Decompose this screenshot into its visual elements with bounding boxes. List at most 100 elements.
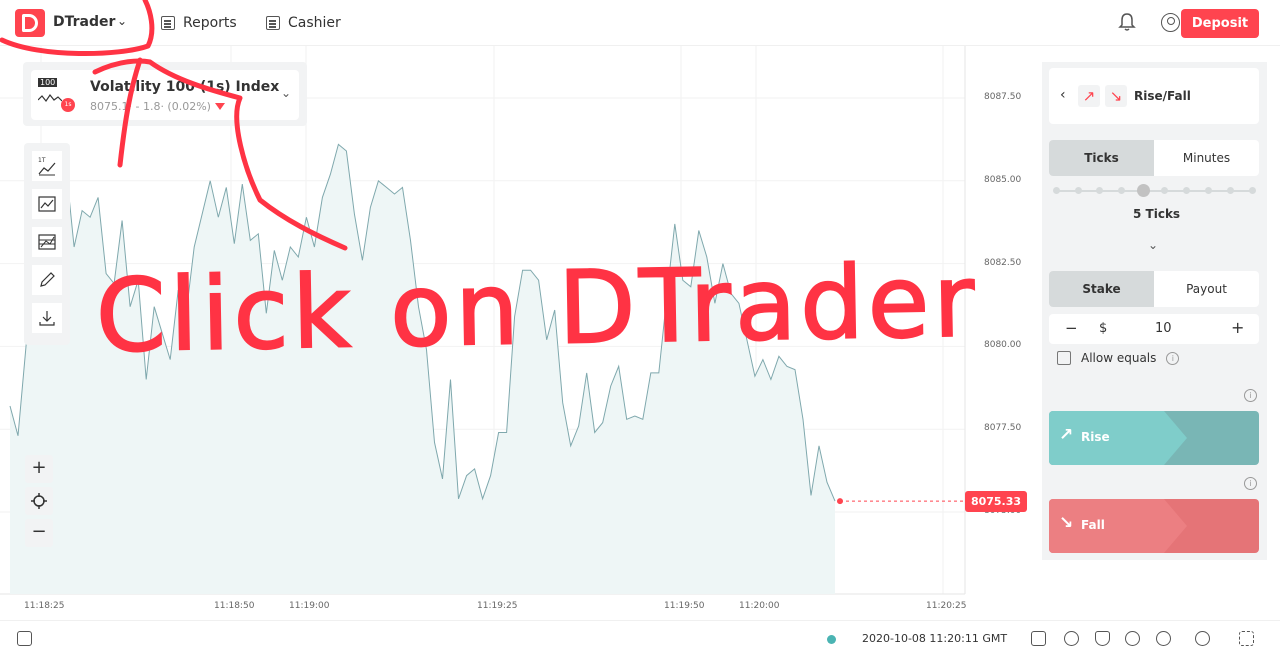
indicators-button[interactable] (32, 189, 62, 219)
cashier-icon (266, 16, 280, 30)
fall-button[interactable]: ↘ Fall (1049, 499, 1259, 553)
y-tick-label: 8085.00 (984, 174, 1022, 185)
stake-value[interactable]: 10 (1155, 321, 1172, 336)
price-down-icon (214, 103, 225, 110)
tick-dot[interactable] (1183, 187, 1190, 194)
minus-icon[interactable]: − (1065, 319, 1078, 337)
dark-mode-icon[interactable] (1064, 631, 1079, 646)
download-icon (39, 311, 55, 326)
fall-arrow-icon: ↘ (1105, 85, 1127, 107)
x-tick-label: 11:20:00 (739, 601, 780, 611)
chat-icon[interactable] (1031, 631, 1046, 646)
market-selector[interactable]: 100 1s Volatility 100 (1s) Index 8075.1·… (23, 62, 307, 126)
zoom-out-button[interactable]: − (25, 519, 53, 547)
annotation-text: Click on DTrader (94, 241, 980, 375)
stake-input[interactable]: − $ 10 + (1049, 314, 1259, 344)
rise-arrow-icon: ↗ (1059, 425, 1074, 445)
chart-price-line (9, 143, 836, 502)
deriv-logo-icon[interactable] (15, 9, 45, 37)
rise-arrow-icon: ↗ (1078, 85, 1100, 107)
currency-symbol: $ (1099, 321, 1108, 336)
tick-dot[interactable] (1075, 187, 1082, 194)
footer: 2020-10-08 11:20:11 GMT (0, 620, 1280, 654)
tab-minutes[interactable]: Minutes (1182, 151, 1231, 165)
chevron-left-icon[interactable]: ‹ (1060, 87, 1066, 103)
duration-value: 5 Ticks (1133, 207, 1181, 221)
chart-toolbar: 1T (24, 143, 70, 345)
ticks-slider-track[interactable] (1056, 190, 1254, 192)
tab-payout[interactable]: Payout (1186, 282, 1227, 296)
tick-dot[interactable] (1205, 187, 1212, 194)
bell-icon[interactable] (1118, 12, 1136, 32)
chart-types-icon (38, 234, 56, 250)
deposit-button[interactable]: Deposit (1181, 9, 1259, 38)
market-price-change: 8075.1· - 1.8· (0.02%) (90, 100, 225, 113)
y-tick-label: 8087.50 (984, 92, 1022, 102)
reports-icon (161, 16, 175, 30)
x-tick-label: 11:18:50 (214, 601, 255, 611)
tick-dot[interactable] (1249, 187, 1256, 194)
y-tick-label: 8082.50 (984, 257, 1022, 268)
fall-arrow-icon: ↘ (1059, 513, 1074, 533)
current-price-tag: 8075.33 (965, 491, 1027, 513)
info-icon[interactable]: i (1244, 389, 1257, 402)
pencil-icon (40, 272, 55, 287)
tick-dot[interactable] (1227, 187, 1234, 194)
amount-tabs: Stake Payout (1049, 271, 1259, 307)
tick-dot[interactable] (1118, 187, 1125, 194)
tick-dot[interactable] (1161, 187, 1168, 194)
y-tick-label: 8080.00 (984, 340, 1022, 351)
market-name: Volatility 100 (1s) Index (90, 79, 280, 95)
plus-icon[interactable]: + (1231, 318, 1245, 337)
help-icon[interactable] (1156, 631, 1171, 646)
tick-dot[interactable] (1096, 187, 1103, 194)
chevron-down-icon[interactable]: ⌄ (281, 86, 292, 100)
chart-types-button[interactable] (32, 227, 62, 257)
indicators-icon (38, 196, 56, 212)
platform-switcher-label[interactable]: DTrader (53, 14, 116, 30)
server-time: 2020-10-08 11:20:11 GMT (862, 632, 1008, 645)
tick-dot[interactable] (1053, 187, 1060, 194)
zoom-in-button[interactable]: + (25, 455, 53, 483)
chart-area-fill (10, 144, 835, 594)
connection-status-icon (827, 635, 836, 644)
info-icon[interactable]: i (1244, 477, 1257, 490)
allow-equals-option[interactable]: Allow equals i (1057, 351, 1180, 365)
chart-mode-icon: 1T (38, 157, 56, 176)
drawing-tools-button[interactable] (32, 265, 62, 295)
positions-icon[interactable] (17, 631, 32, 646)
allow-equals-label: Allow equals (1081, 351, 1157, 365)
gear-icon[interactable] (1195, 631, 1210, 646)
chevron-down-icon[interactable]: ⌄ (1148, 238, 1159, 252)
fall-label: Fall (1081, 518, 1105, 532)
current-price-dot (837, 498, 843, 505)
clock-icon[interactable] (1125, 631, 1140, 646)
x-tick-label: 11:20:25 (926, 601, 967, 611)
shield-icon[interactable] (1095, 631, 1110, 646)
nav-reports-label: Reports (183, 15, 237, 31)
ticks-slider-handle[interactable] (1137, 184, 1150, 197)
volatility-wave-icon (38, 93, 62, 103)
allow-equals-checkbox[interactable] (1057, 351, 1071, 365)
trade-type-label[interactable]: Rise/Fall (1134, 89, 1191, 103)
svg-text:1T: 1T (38, 157, 46, 164)
account-icon[interactable] (1161, 13, 1180, 32)
download-button[interactable] (32, 303, 62, 333)
rise-button[interactable]: ↗ Rise (1049, 411, 1259, 465)
rise-label: Rise (1081, 430, 1110, 444)
nav-reports[interactable]: Reports (161, 15, 237, 31)
header: DTrader ⌄ Reports Cashier Deposit (0, 0, 1280, 46)
tab-ticks[interactable]: Ticks (1049, 140, 1154, 176)
crosshair-button[interactable] (25, 487, 53, 515)
info-icon[interactable]: i (1166, 351, 1180, 365)
chevron-down-icon[interactable]: ⌄ (117, 14, 128, 28)
x-tick-label: 11:19:50 (664, 601, 705, 611)
x-tick-label: 11:19:25 (477, 601, 518, 611)
nav-cashier-label: Cashier (288, 15, 341, 31)
tab-stake[interactable]: Stake (1049, 271, 1154, 307)
y-tick-label: 8077.50 (984, 423, 1022, 434)
chart-mode-button[interactable]: 1T (32, 151, 62, 181)
nav-cashier[interactable]: Cashier (266, 15, 341, 31)
fullscreen-icon[interactable] (1239, 631, 1254, 646)
duration-tabs: Ticks Minutes (1049, 140, 1259, 176)
